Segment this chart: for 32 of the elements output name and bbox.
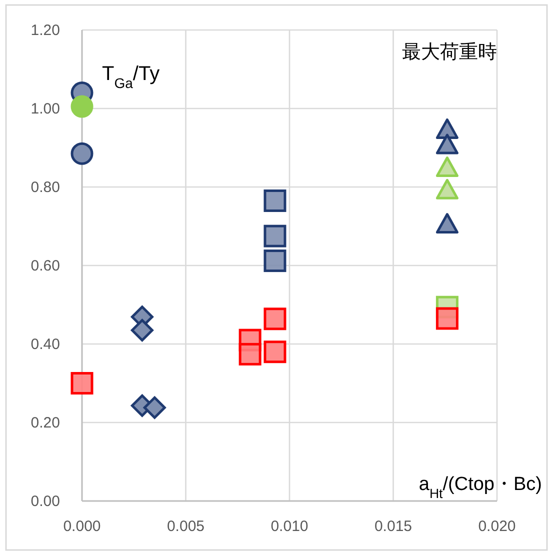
point — [70, 142, 94, 165]
point — [143, 396, 166, 419]
point — [70, 95, 94, 118]
y-tick-label: 1.20 — [30, 22, 60, 39]
y-tick-label: 0.20 — [30, 414, 60, 432]
point — [436, 118, 458, 139]
point — [70, 372, 94, 394]
y-tick-label: 0.80 — [30, 179, 60, 196]
x-tick-label: 0.000 — [63, 518, 101, 535]
y-tick-label: 0.40 — [30, 336, 60, 353]
point — [436, 178, 458, 200]
y-axis-title: T$_{Ga}$/Ty — [102, 63, 160, 91]
x-tick-label: 0.020 — [478, 518, 516, 535]
point — [436, 134, 458, 154]
annotation: 最大荷重時 — [402, 42, 497, 63]
point — [238, 342, 262, 366]
y-tick-label: 0.60 — [30, 258, 60, 274]
point — [264, 224, 286, 248]
point — [436, 307, 458, 330]
x-tick-label: 0.010 — [270, 518, 308, 535]
x-axis-title: a$_{Ht}$/(Ctop・Bc) — [418, 474, 542, 500]
x-tick-label: 0.005 — [166, 518, 205, 535]
point — [264, 250, 286, 272]
y-tick-label: 0.00 — [30, 493, 60, 510]
point — [264, 189, 286, 212]
x-tick-label: 0.015 — [374, 518, 412, 535]
point — [436, 156, 458, 178]
point — [436, 213, 458, 234]
point — [264, 340, 286, 364]
y-tick-label: 1.00 — [30, 100, 60, 118]
point — [264, 308, 286, 330]
point — [130, 319, 154, 342]
